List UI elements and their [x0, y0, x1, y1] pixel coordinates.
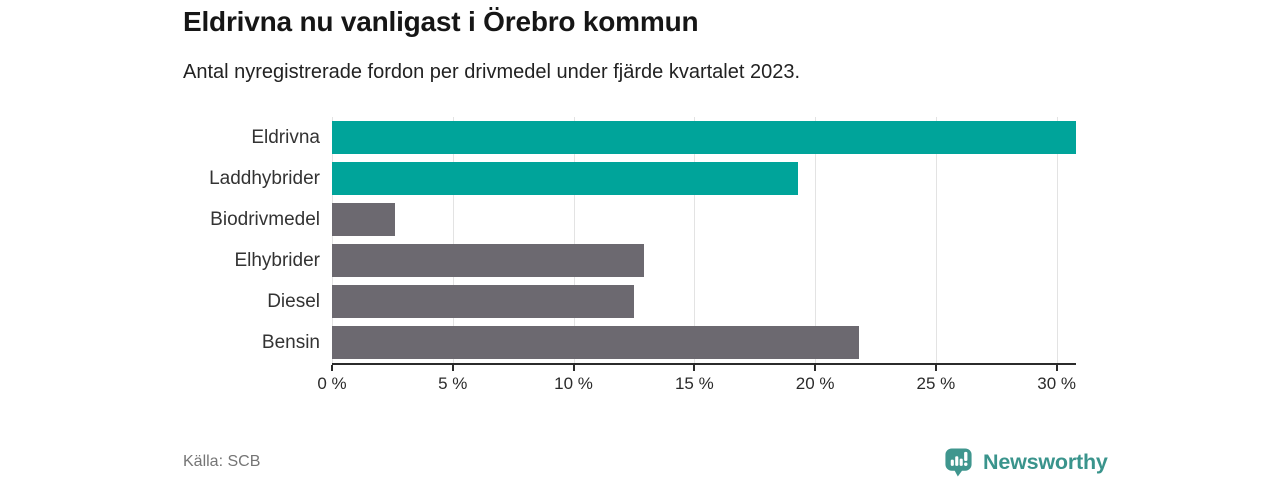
gridline [815, 117, 817, 363]
bar-row: Diesel [0, 281, 1076, 322]
bar-biodrivmedel [332, 203, 395, 236]
category-label: Elhybrider [234, 249, 320, 271]
bar-row: Biodrivmedel [0, 199, 1076, 240]
bar-track [332, 162, 1076, 195]
newsworthy-wordmark: Newsworthy [983, 449, 1108, 474]
x-axis-tick-label: 10 % [554, 374, 593, 393]
x-axis-tick [934, 365, 937, 371]
gridline [332, 117, 333, 363]
bar-eldrivna [332, 121, 1076, 154]
x-axis-tick-label: 15 % [674, 374, 714, 393]
gridline [1056, 117, 1058, 363]
x-axis-tick [451, 365, 454, 371]
bar-track [332, 285, 1076, 318]
x-axis-tick [572, 365, 575, 371]
x-axis-tick-label: 25 % [916, 374, 956, 393]
newsworthy-icon [945, 448, 972, 477]
chart-title: Eldrivna nu vanligast i Örebro kommun [183, 6, 699, 37]
category-label: Bensin [261, 331, 320, 353]
x-axis-tick [1055, 365, 1058, 371]
gridline [935, 117, 937, 363]
x-axis: 0 % 5 % 10 % 15 % 20 % 25 % 30 % [317, 363, 1077, 397]
x-axis-tick-label: 30 % [1037, 374, 1077, 393]
gridline [694, 117, 696, 363]
bar-chart: Eldrivna Laddhybrider Biodrivmedel Elhybrid… [0, 117, 1076, 363]
category-label: Diesel [267, 290, 320, 312]
bar-elhybrider [332, 244, 644, 277]
x-axis-tick-label: 0 % [317, 374, 347, 393]
newsworthy-logo: Newsworthy [943, 446, 1108, 478]
bar-laddhybrider [332, 162, 799, 195]
category-label: Eldrivna [251, 126, 320, 148]
x-axis-tick [331, 365, 333, 371]
bar-diesel [332, 285, 634, 318]
x-axis-tick-label: 5 % [438, 374, 468, 393]
bar-row: Elhybrider [0, 240, 1076, 281]
gridline [452, 117, 454, 363]
x-axis-tick-label: 20 % [795, 374, 835, 393]
chart-subtitle: Antal nyregistrerade fordon per drivmede… [183, 61, 801, 83]
category-label: Biodrivmedel [210, 208, 320, 230]
bar-row: Bensin [0, 322, 1076, 363]
bar-bensin [332, 326, 859, 359]
bar-track [332, 121, 1076, 154]
source-label: Källa: SCB [183, 453, 261, 470]
bar-track [332, 203, 1076, 236]
bar-track [332, 244, 1076, 277]
bar-track [332, 326, 1076, 359]
category-label: Laddhybrider [209, 167, 320, 189]
gridline-layer [332, 117, 1076, 363]
bar-row: Eldrivna [0, 117, 1076, 158]
bar-row: Laddhybrider [0, 158, 1076, 199]
x-axis-tick [814, 365, 817, 371]
gridline [573, 117, 575, 363]
x-axis-tick [693, 365, 696, 371]
